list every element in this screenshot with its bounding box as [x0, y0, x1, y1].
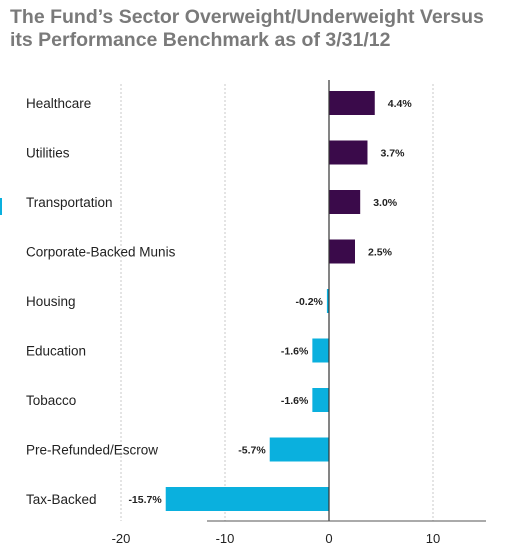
bars [165, 91, 375, 511]
bar-corporate-backed-munis [329, 239, 355, 264]
value-labels: 4.4% 3.7% 3.0% 2.5% -0.2% -1.6% -1.6% -5.7% -15.… [128, 98, 412, 506]
x-tick-label: -20 [112, 531, 131, 546]
category-label: Pre-Refunded/Escrow [26, 443, 158, 458]
category-label: Education [26, 344, 86, 359]
chart-title-line-1: The Fund’s Sector Overweight/Underweight… [10, 6, 484, 28]
value-label: -5.7% [238, 445, 266, 457]
value-label: 2.5% [368, 247, 393, 259]
value-label: 4.4% [388, 98, 413, 110]
category-label: Tax-Backed [26, 492, 97, 507]
bar-utilities [329, 140, 368, 165]
left-accent-mark [0, 198, 2, 215]
category-labels: Healthcare Utilities Transportation Corpora… [26, 96, 176, 507]
x-tick-label: -10 [216, 531, 235, 546]
bar-transportation [329, 190, 361, 214]
value-label: -1.6% [281, 395, 309, 407]
category-label: Utilities [26, 146, 70, 161]
x-axis-ticks: -20-1001020 [112, 531, 441, 546]
bar-pre-refunded-escrow [269, 437, 329, 462]
bar-healthcare [329, 91, 375, 115]
value-label: 3.7% [380, 148, 405, 160]
value-label: -15.7% [128, 494, 162, 506]
chart-title-line-2: its Performance Benchmark as of 3/31/12 [10, 29, 391, 51]
bar-housing [326, 289, 329, 313]
category-label: Tobacco [26, 393, 76, 408]
bar-tobacco [312, 388, 329, 412]
value-label: -0.2% [295, 296, 323, 308]
category-label: Transportation [26, 195, 113, 210]
value-label: 3.0% [373, 197, 398, 209]
chart-title: The Fund’s Sector Overweight/Underweight… [10, 6, 500, 52]
value-label: -1.6% [281, 346, 309, 358]
category-label: Healthcare [26, 96, 91, 111]
x-tick-label: 0 [325, 531, 332, 546]
grid-lines [120, 84, 434, 521]
category-label: Housing [26, 294, 76, 309]
bar-tax-backed [165, 487, 329, 511]
category-label: Corporate-Backed Munis [26, 245, 176, 260]
x-tick-label: 10 [426, 531, 440, 546]
bar-education [312, 338, 329, 363]
